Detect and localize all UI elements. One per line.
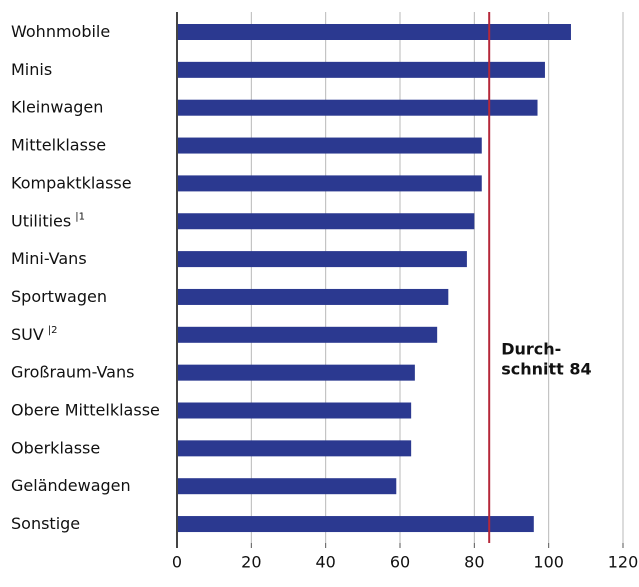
bar — [177, 402, 412, 419]
bar — [177, 137, 482, 154]
category-name: Mini-Vans — [11, 249, 87, 268]
bar — [177, 326, 438, 343]
bar — [177, 213, 475, 230]
bar — [177, 61, 545, 78]
y-tick-label: Minis — [11, 59, 52, 78]
y-tick-label: Sonstige — [11, 514, 80, 533]
y-tick-label: Utilities |1 — [11, 211, 85, 230]
bar — [177, 478, 397, 495]
x-tick-label: 0 — [172, 553, 182, 572]
y-tick-label: Oberklasse — [11, 438, 100, 457]
bar — [177, 364, 415, 381]
category-name: Utilities — [11, 211, 71, 230]
category-name: Kompaktklasse — [11, 173, 132, 192]
bar — [177, 251, 467, 268]
bar — [177, 440, 412, 457]
footnote-mark: |2 — [48, 325, 58, 336]
footnote-mark: |1 — [75, 211, 85, 222]
category-name: Sportwagen — [11, 286, 107, 305]
bar — [177, 516, 534, 533]
y-tick-label: Geländewagen — [11, 476, 131, 495]
y-tick-label: Obere Mittelklasse — [11, 400, 160, 419]
y-tick-label: Mini-Vans — [11, 249, 87, 268]
category-name: Geländewagen — [11, 476, 131, 495]
bar — [177, 99, 538, 116]
y-tick-label: SUV |2 — [11, 324, 58, 343]
category-name: Großraum-Vans — [11, 362, 134, 381]
bar — [177, 24, 571, 40]
y-tick-label: Großraum-Vans — [11, 362, 134, 381]
x-tick-label: 40 — [315, 553, 335, 572]
category-name: Mittelklasse — [11, 135, 106, 154]
bar — [177, 288, 449, 305]
x-tick-label: 100 — [533, 553, 564, 572]
x-tick-label: 80 — [464, 553, 484, 572]
category-name: Minis — [11, 59, 52, 78]
category-name: Obere Mittelklasse — [11, 400, 160, 419]
x-tick-label: 20 — [241, 553, 261, 572]
category-name: Wohnmobile — [11, 22, 110, 41]
x-tick-label: 120 — [608, 553, 639, 572]
category-name: SUV — [11, 324, 44, 343]
y-tick-label: Sportwagen — [11, 286, 107, 305]
y-tick-label: Kompaktklasse — [11, 173, 132, 192]
y-tick-label: Kleinwagen — [11, 97, 103, 116]
y-tick-label: Wohnmobile — [11, 22, 110, 41]
category-name: Oberklasse — [11, 438, 100, 457]
category-name: Kleinwagen — [11, 97, 103, 116]
y-tick-label: Mittelklasse — [11, 135, 106, 154]
category-name: Sonstige — [11, 514, 80, 533]
bar — [177, 175, 482, 192]
x-tick-label: 60 — [390, 553, 410, 572]
reference-label: Durch- — [501, 340, 561, 359]
reference-label: schnitt 84 — [501, 360, 591, 379]
